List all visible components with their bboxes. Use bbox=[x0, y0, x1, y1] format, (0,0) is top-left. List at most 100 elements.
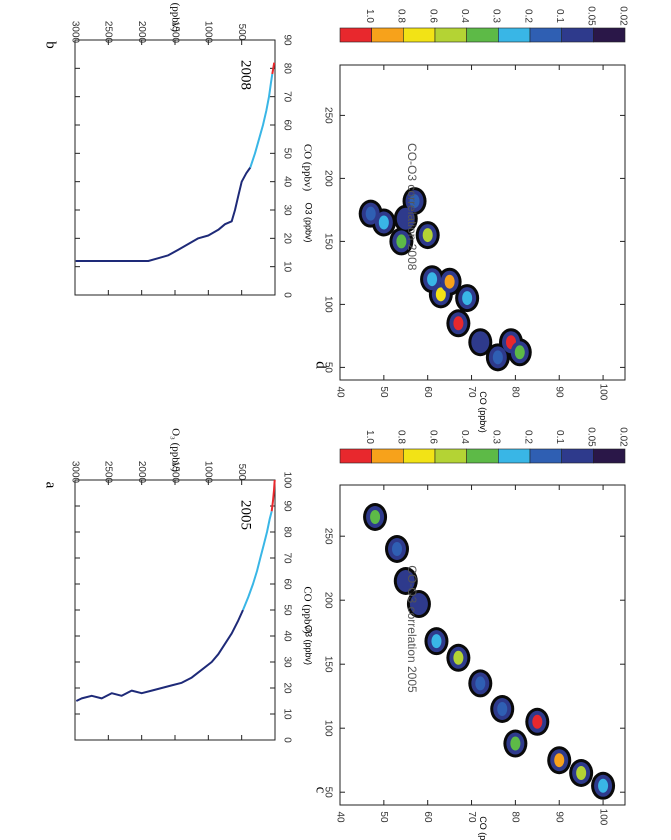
co-tick-label: 90 bbox=[281, 500, 292, 512]
o3-tick-label: 50 bbox=[322, 787, 333, 799]
series-line-0 bbox=[75, 166, 252, 262]
co-tick-label: 20 bbox=[281, 682, 292, 694]
contour-core-3 bbox=[413, 597, 424, 612]
co-tick-label: 70 bbox=[466, 811, 477, 823]
o3-tick-label: 200 bbox=[322, 170, 333, 187]
contour-core-12 bbox=[492, 350, 503, 365]
contour-core-0 bbox=[365, 206, 376, 221]
colorbar-label-6: 0.1 bbox=[554, 9, 565, 23]
co-tick-label: 60 bbox=[422, 386, 433, 398]
plot-frame bbox=[74, 479, 276, 741]
o3-tick-label: 3000 bbox=[69, 461, 80, 484]
co-tick-label: 40 bbox=[281, 176, 292, 188]
o3-tick-label: 3000 bbox=[69, 21, 80, 44]
contour-core-3 bbox=[400, 211, 411, 226]
colorbar-label-1: 0.8 bbox=[396, 9, 407, 23]
contour-core-8 bbox=[444, 274, 455, 289]
colorbar-swatch-4 bbox=[466, 448, 499, 464]
co-tick-label: 50 bbox=[281, 148, 292, 160]
panel-b: 500 1000 1500 2000 2500 3000 0 10 20 30 40 50 60 70 80… bbox=[43, 0, 314, 298]
colorbar-label-5: 0.2 bbox=[522, 430, 533, 444]
colorbar-swatch-2 bbox=[403, 27, 436, 43]
contour-core-1 bbox=[378, 215, 389, 230]
o3-tick-label: 1500 bbox=[169, 21, 180, 44]
colorbar-swatch-6 bbox=[529, 448, 562, 464]
o3-tick-label: 1000 bbox=[203, 21, 214, 44]
colorbar-swatch-2 bbox=[403, 448, 436, 464]
colorbar-label-7: 0.05 bbox=[586, 427, 597, 447]
co-tick-label: 50 bbox=[281, 604, 292, 616]
colorbar-label-3: 0.4 bbox=[459, 430, 470, 444]
o3-tick-label: 2000 bbox=[136, 461, 147, 484]
contour-core-14 bbox=[514, 345, 525, 360]
o3-tick-label: 250 bbox=[322, 107, 333, 124]
colorbar-label-4: 0.3 bbox=[491, 430, 502, 444]
contour-core-5 bbox=[422, 228, 433, 243]
co-tick-label: 90 bbox=[554, 386, 565, 398]
co-tick-label: 50 bbox=[378, 386, 389, 398]
co-tick-label: 60 bbox=[281, 119, 292, 131]
contour-core-11 bbox=[475, 335, 486, 350]
co-tick-label: 80 bbox=[281, 63, 292, 75]
colorbar-label-0: 1.0 bbox=[364, 9, 375, 23]
contour-core-6 bbox=[427, 272, 438, 287]
colorbar-swatch-3 bbox=[434, 448, 467, 464]
colorbar-swatch-0 bbox=[339, 448, 372, 464]
panel-title: CO-O3 correlation 2008 bbox=[405, 143, 419, 271]
co-tick-label: 50 bbox=[378, 811, 389, 823]
contour-core-12 bbox=[598, 778, 609, 793]
o3-tick-label: 250 bbox=[322, 528, 333, 545]
panel-letter: a bbox=[43, 482, 59, 489]
colorbar-label-4: 0.3 bbox=[491, 9, 502, 23]
series-line-0 bbox=[75, 609, 244, 702]
co-tick-label: 70 bbox=[281, 91, 292, 103]
o3-tick-label: 200 bbox=[322, 592, 333, 609]
co-tick-label: 40 bbox=[334, 811, 345, 823]
o3-tick-label: 50 bbox=[322, 362, 333, 374]
co-tick-label: 70 bbox=[281, 552, 292, 564]
contour-core-11 bbox=[576, 766, 587, 780]
colorbar-swatch-5 bbox=[498, 27, 531, 43]
co-tick-label: 30 bbox=[281, 204, 292, 216]
series-line-1 bbox=[242, 510, 273, 611]
o3-tick-label: 100 bbox=[322, 296, 333, 313]
contour-core-2 bbox=[396, 234, 407, 249]
co-tick-label: 60 bbox=[422, 811, 433, 823]
plot-frame bbox=[339, 484, 626, 806]
o3-tick-label: 2500 bbox=[103, 461, 114, 484]
colorbar-swatch-7 bbox=[561, 27, 594, 43]
o3-tick-label: 2500 bbox=[103, 21, 114, 44]
colorbar-label-8: 0.02 bbox=[617, 6, 628, 26]
colorbar-label-2: 0.6 bbox=[427, 430, 438, 444]
panel-letter: d bbox=[313, 361, 329, 369]
colorbar-label-2: 0.6 bbox=[427, 9, 438, 23]
co-axis-title: CO (ppbv) bbox=[478, 391, 488, 433]
co-tick-label: 90 bbox=[554, 811, 565, 823]
contour-core-4 bbox=[431, 634, 442, 649]
o3-tick-label: 500 bbox=[236, 464, 247, 481]
colorbar-label-1: 0.8 bbox=[396, 430, 407, 444]
colorbar-swatch-1 bbox=[371, 448, 404, 464]
series-line-1 bbox=[249, 73, 274, 168]
o3-tick-label: 100 bbox=[322, 720, 333, 737]
colorbar-swatch-8 bbox=[593, 448, 626, 464]
contour-core-1 bbox=[392, 542, 402, 556]
co-tick-label: 0 bbox=[281, 292, 292, 298]
colorbar-swatch-1 bbox=[371, 27, 404, 43]
o3-tick-label: 150 bbox=[322, 656, 333, 673]
colorbar-top: 1.0 0.8 0.6 0.4 0.3 0.2 0.1 0.05 0.02 bbox=[339, 6, 628, 43]
colorbar-label-6: 0.1 bbox=[554, 430, 565, 444]
co-tick-label: 10 bbox=[281, 261, 292, 273]
co-tick-label: 20 bbox=[281, 233, 292, 245]
co-tick-label: 0 bbox=[281, 737, 292, 743]
co-tick-label: 40 bbox=[334, 386, 345, 398]
colorbar-swatch-7 bbox=[561, 448, 594, 464]
o3-axis-title: O₃ (ppbv) bbox=[169, 0, 181, 32]
panel-letter: c bbox=[313, 787, 329, 794]
year-label: 2008 bbox=[238, 60, 254, 90]
co-axis-title: CO (ppbv) bbox=[478, 816, 488, 840]
contour-core-0 bbox=[370, 510, 381, 524]
